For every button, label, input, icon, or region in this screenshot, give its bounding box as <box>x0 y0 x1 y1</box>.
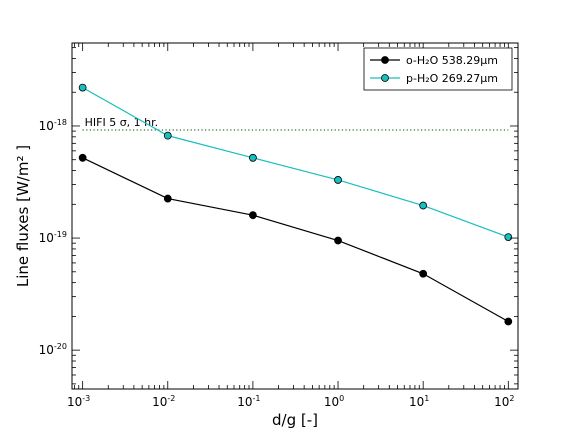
y-tick-label-2: 10-18 <box>39 118 67 133</box>
x-tick-label-5: 102 <box>494 394 514 409</box>
data-point-s0-2 <box>249 211 257 220</box>
data-point-s1-4 <box>419 201 428 210</box>
series-line-1 <box>82 87 509 238</box>
legend-label-1: p-H₂O 269.27μm <box>406 72 498 85</box>
legend-box <box>363 47 513 91</box>
y-tick-label-1: 10-19 <box>39 230 67 245</box>
x-tick-label-4: 101 <box>409 394 429 409</box>
data-point-s1-2 <box>249 153 257 162</box>
x-tick-label-2: 10-1 <box>237 394 260 409</box>
legend-marker-0 <box>381 56 389 64</box>
axis-ticks: 10-3 10-2 10-1 100 101 102 10-20 10-19 10-18 <box>39 43 518 409</box>
data-point-s0-3 <box>334 236 342 245</box>
data-point-s0-5 <box>504 317 513 326</box>
x-tick-label-0: 10-3 <box>67 394 90 409</box>
x-tick-label-3: 100 <box>324 394 344 409</box>
x-tick-label-1: 10-2 <box>152 394 175 409</box>
legend-marker-1 <box>381 74 389 82</box>
plot-marks: HIFI 5 σ, 1 hr. <box>78 83 513 326</box>
data-point-s1-1 <box>163 131 172 140</box>
legend: o-H₂O 538.29μm p-H₂O 269.27μm <box>363 47 513 91</box>
y-axis-label: Line fluxes [W/m² ] <box>14 145 32 287</box>
y-tick-label-0: 10-20 <box>39 342 67 357</box>
x-axis-label: d/g [-] <box>272 411 318 429</box>
data-point-s0-0 <box>78 153 87 162</box>
data-point-s0-1 <box>163 194 172 203</box>
plot-frame <box>71 42 519 390</box>
series-line-0 <box>82 157 509 323</box>
threshold-label: HIFI 5 σ, 1 hr. <box>85 116 159 129</box>
data-point-s1-0 <box>78 83 87 92</box>
data-point-s1-3 <box>334 176 342 184</box>
legend-label-0: o-H₂O 538.29μm <box>406 54 498 67</box>
data-point-s1-5 <box>504 233 513 241</box>
data-point-s0-4 <box>419 269 428 278</box>
